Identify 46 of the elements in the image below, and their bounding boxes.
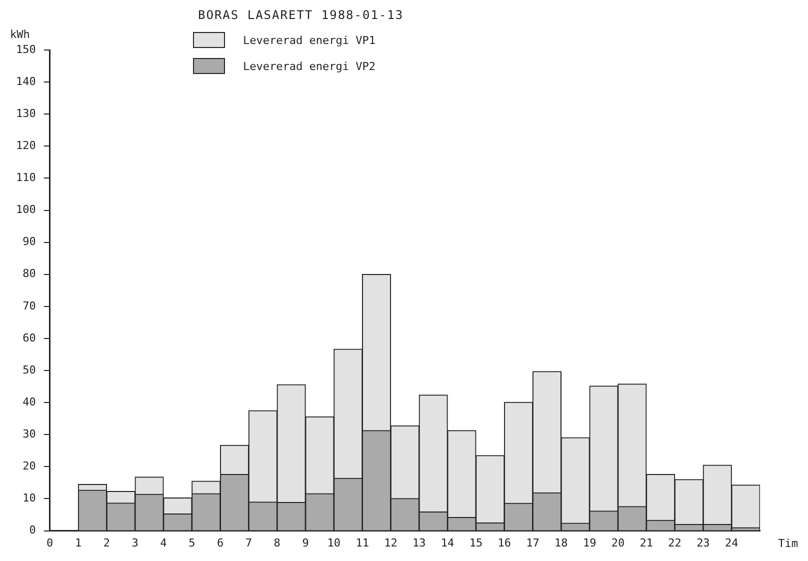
x-tick-label: 12 — [384, 536, 398, 550]
x-tick-label: 17 — [526, 536, 540, 550]
x-tick-label: 11 — [356, 536, 369, 550]
chart-title: BORAS LASARETT 1988-01-13 — [198, 8, 404, 22]
y-tick-label: 70 — [22, 299, 36, 312]
x-tick-label: 2 — [103, 536, 110, 550]
y-tick-label: 80 — [22, 267, 36, 280]
y-axis-title: kWh — [10, 28, 30, 41]
x-tick-label: 13 — [412, 536, 426, 550]
y-tick-label: 120 — [16, 139, 36, 152]
y-tick-label: 150 — [16, 42, 36, 56]
legend-label: Levererad energi VP1 — [243, 34, 376, 46]
x-tick-label: 24 — [724, 536, 739, 550]
x-tick-label: 3 — [132, 536, 138, 550]
x-tick-label: 0 — [46, 536, 54, 550]
x-tick-label: 1 — [74, 536, 82, 550]
y-tick-label: 100 — [16, 203, 36, 216]
x-tick-label: 7 — [245, 536, 252, 550]
y-tick-label: 110 — [16, 171, 36, 184]
x-tick-label: 14 — [440, 536, 455, 550]
x-tick-label: 20 — [611, 536, 625, 550]
x-tick-label: 19 — [582, 536, 596, 550]
legend-label: Levererad energi VP2 — [243, 60, 376, 72]
x-tick-label: 18 — [554, 536, 568, 550]
y-tick-label: 0 — [29, 524, 36, 537]
x-tick-label: 4 — [160, 536, 168, 550]
y-tick-label: 50 — [22, 363, 36, 376]
x-tick-label: 15 — [469, 536, 483, 550]
x-tick-label: 8 — [274, 536, 280, 550]
y-tick-label: 10 — [22, 492, 36, 505]
x-tick-label: 21 — [640, 536, 654, 550]
x-tick-label: 5 — [188, 536, 196, 550]
x-tick-label: 22 — [668, 536, 682, 550]
x-tick-label: 10 — [327, 536, 341, 550]
x-tick-label: 6 — [216, 536, 224, 550]
y-tick-label: 140 — [16, 74, 36, 88]
x-tick-label: 16 — [498, 536, 511, 550]
x-axis-title: Tim — [778, 537, 798, 550]
y-tick-label: 90 — [22, 235, 36, 248]
y-tick-label: 130 — [16, 106, 36, 120]
y-tick-label: 60 — [22, 331, 36, 344]
y-tick-label: 20 — [22, 460, 36, 473]
y-tick-label: 40 — [22, 395, 36, 408]
x-tick-label: 9 — [302, 536, 309, 550]
x-tick-label: 23 — [696, 536, 710, 550]
y-tick-label: 30 — [22, 428, 36, 440]
